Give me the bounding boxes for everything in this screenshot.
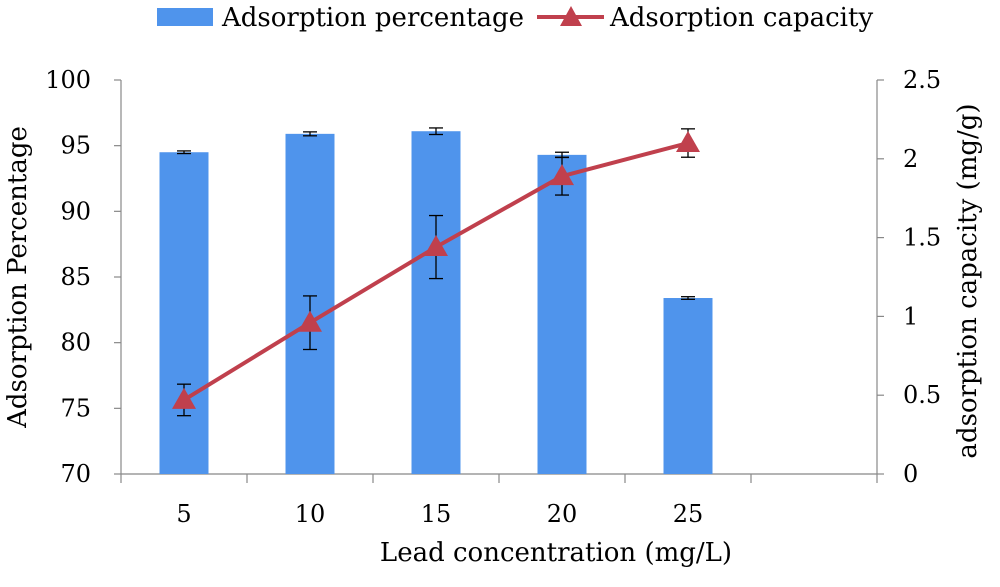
bar-series (159, 127, 713, 475)
right-tick-label: 0.5 (903, 381, 941, 409)
x-tick-label: 20 (547, 500, 578, 528)
y-axis-title: Adsorption Percentage (3, 126, 33, 429)
legend-swatch-bar (157, 8, 213, 26)
x-tick-label: 10 (295, 500, 326, 528)
right-tick-label: 1.5 (903, 224, 941, 252)
bar (159, 152, 209, 474)
line-series (172, 128, 700, 417)
left-tick-label: 95 (60, 132, 91, 160)
bar (411, 131, 461, 474)
line-marker (550, 164, 574, 186)
line-marker (676, 131, 700, 153)
x-tick-label: 5 (176, 500, 191, 528)
x-tick-label: 25 (673, 500, 704, 528)
x-axis-title: Lead concentration (mg/L) (380, 538, 732, 568)
right-tick-label: 1 (903, 302, 918, 330)
bar (663, 298, 713, 474)
legend: Adsorption percentage Adsorption capacit… (157, 3, 873, 33)
x-axis: 5 10 15 20 25 (120, 474, 878, 528)
right-tick-label: 0 (903, 460, 918, 488)
left-axis: 70 75 80 85 90 95 100 (45, 66, 121, 488)
right-tick-label: 2 (903, 145, 918, 173)
left-tick-label: 80 (60, 329, 91, 357)
left-tick-label: 75 (60, 394, 91, 422)
line-marker (424, 235, 448, 257)
line-marker (172, 387, 196, 409)
legend-swatch-marker (560, 6, 582, 26)
right-axis: 0 0.5 1 1.5 2 2.5 (877, 66, 941, 488)
line-marker (298, 310, 322, 332)
bar (537, 154, 587, 475)
left-tick-label: 70 (60, 460, 91, 488)
legend-label-line: Adsorption capacity (609, 3, 873, 33)
x-tick-label: 15 (421, 500, 452, 528)
left-tick-label: 100 (45, 66, 91, 94)
right-tick-label: 2.5 (903, 66, 941, 94)
left-tick-label: 90 (60, 197, 91, 225)
left-tick-label: 85 (60, 263, 91, 291)
legend-label-bar: Adsorption percentage (221, 3, 524, 33)
y2-axis-title: adsorption capacity (mg/g) (953, 103, 983, 458)
